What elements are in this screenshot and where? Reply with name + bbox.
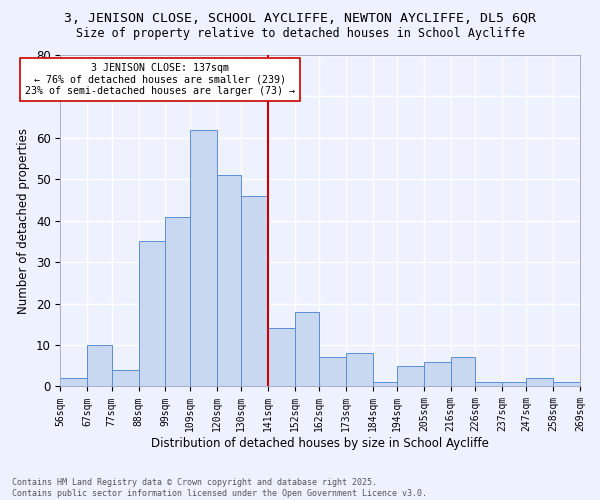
Bar [139,242,166,386]
Bar [319,358,346,386]
Bar [268,328,295,386]
Text: 3, JENISON CLOSE, SCHOOL AYCLIFFE, NEWTON AYCLIFFE, DL5 6QR: 3, JENISON CLOSE, SCHOOL AYCLIFFE, NEWTO… [64,12,536,26]
Bar [553,382,580,386]
Text: 3 JENISON CLOSE: 137sqm
← 76% of detached houses are smaller (239)
23% of semi-d: 3 JENISON CLOSE: 137sqm ← 76% of detache… [25,64,295,96]
Bar [112,370,139,386]
Bar [295,312,319,386]
Bar [241,196,268,386]
Bar [424,362,451,386]
Bar [217,175,241,386]
Bar [502,382,526,386]
Bar [451,358,475,386]
Bar [346,354,373,386]
Bar [475,382,502,386]
Bar [88,345,112,387]
Bar [61,378,88,386]
Bar [373,382,397,386]
Bar [166,216,190,386]
Text: Contains HM Land Registry data © Crown copyright and database right 2025.
Contai: Contains HM Land Registry data © Crown c… [12,478,427,498]
Text: Size of property relative to detached houses in School Aycliffe: Size of property relative to detached ho… [76,28,524,40]
Y-axis label: Number of detached properties: Number of detached properties [17,128,31,314]
X-axis label: Distribution of detached houses by size in School Aycliffe: Distribution of detached houses by size … [151,437,489,450]
Bar [190,130,217,386]
Bar [526,378,553,386]
Bar [397,366,424,386]
